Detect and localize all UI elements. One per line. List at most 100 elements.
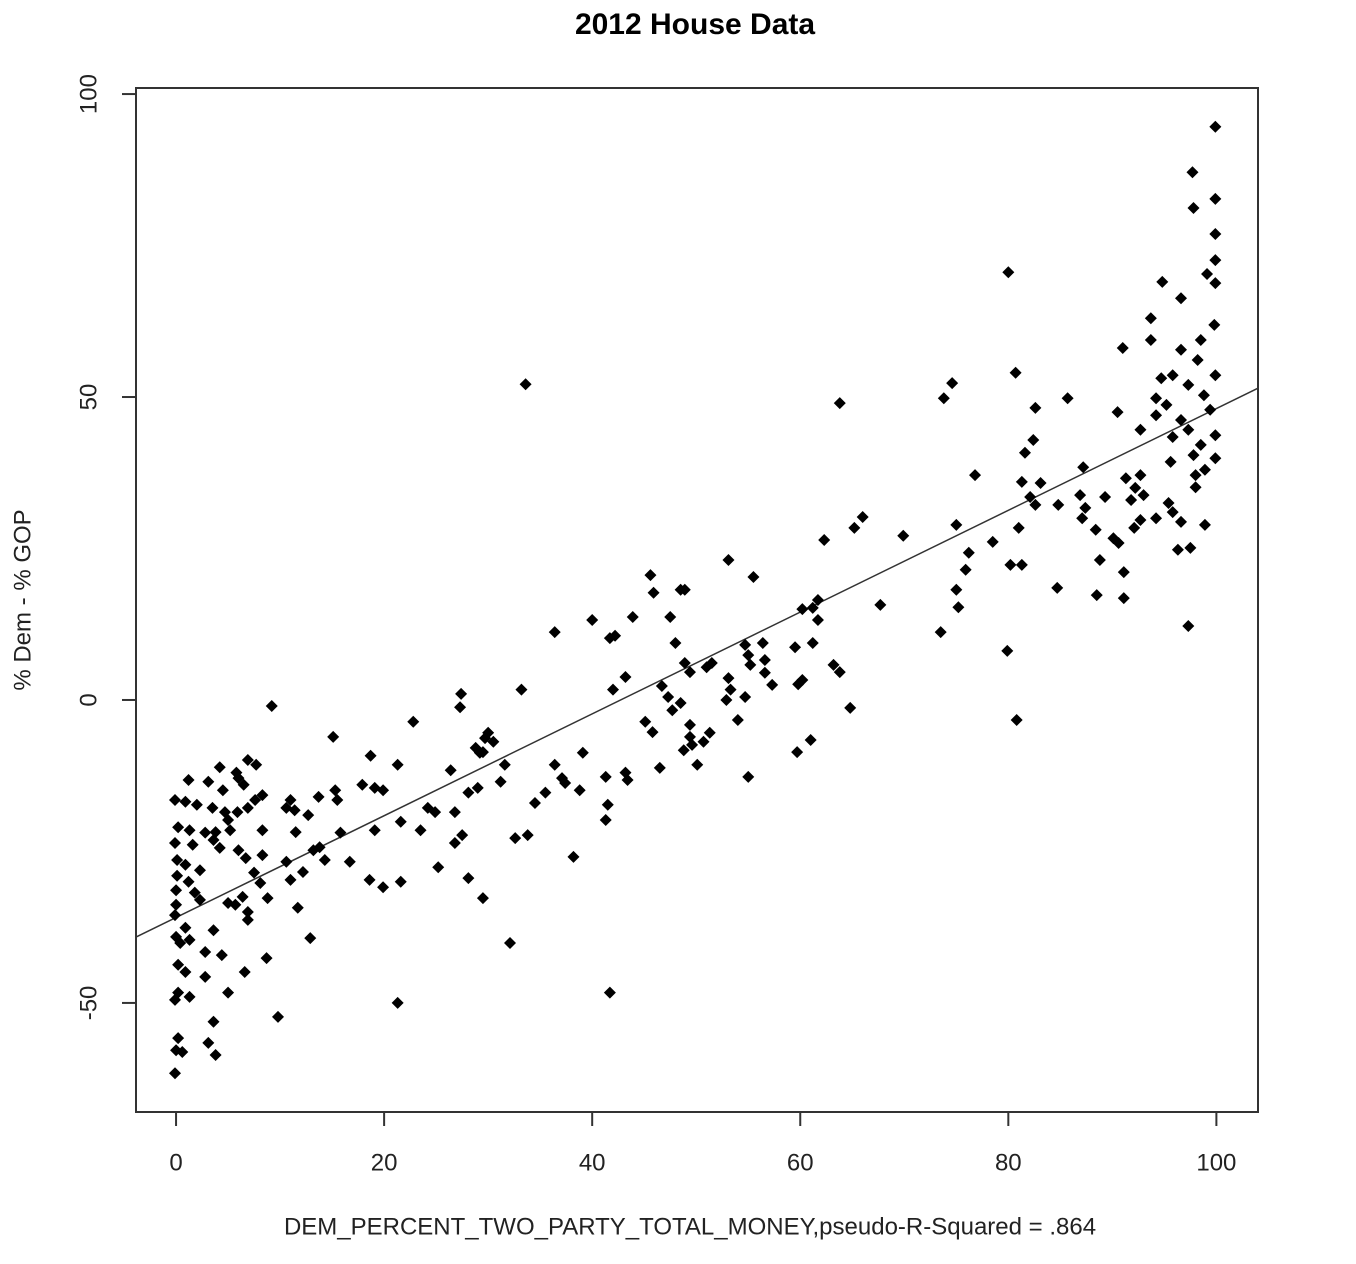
point [241,913,254,926]
point [1129,481,1142,494]
point [429,806,442,819]
point [231,806,244,819]
point [758,653,771,666]
point [1204,403,1217,416]
point [1182,423,1195,436]
point [1182,378,1195,391]
point [678,583,691,596]
point [639,715,652,728]
point [329,784,342,797]
point [576,746,589,759]
point [1182,620,1195,633]
point [606,683,619,696]
point [1137,489,1150,502]
point [515,683,528,696]
point [312,790,325,803]
point [1052,498,1065,511]
point [766,678,779,691]
point [621,773,634,786]
point [1125,494,1138,507]
point [700,661,713,674]
point [199,826,212,839]
point [1155,372,1168,385]
point [1209,277,1222,290]
point [391,996,404,1009]
point [169,793,182,806]
point [586,613,599,626]
point [1117,592,1130,605]
point [1089,523,1102,536]
point [1116,341,1129,354]
point [1074,489,1087,502]
point [238,966,251,979]
point [454,701,467,714]
point [548,758,561,771]
point [655,680,668,693]
point [833,666,846,679]
point [1134,469,1147,482]
point [796,603,809,616]
point [1029,401,1042,414]
point [1029,498,1042,511]
point [683,718,696,731]
point [179,858,192,871]
chart-title: 2012 House Data [575,8,815,41]
point [394,875,407,888]
point [209,1049,222,1062]
point [1189,481,1202,494]
point [343,855,356,868]
point [183,824,196,837]
point [291,901,304,914]
point [265,700,278,713]
point [239,852,252,865]
point [206,801,219,814]
y-tick-label: 50 [75,384,102,411]
point [448,806,461,819]
point [677,744,690,757]
point [473,746,486,759]
point [377,784,390,797]
point [199,946,212,959]
point [1061,392,1074,405]
point [626,610,639,623]
point [1076,512,1089,525]
point [599,770,612,783]
point [1099,490,1112,503]
point [739,690,752,703]
point [207,924,220,937]
point [1187,449,1200,462]
point [504,936,516,949]
point [1209,228,1222,241]
point [182,773,195,786]
point [302,809,315,822]
point [1002,266,1015,279]
point [1198,518,1211,531]
point [462,786,475,799]
point [1209,429,1222,442]
point [202,775,215,788]
point [414,824,427,837]
point [186,838,199,851]
point [548,626,561,639]
point [697,735,710,748]
point [288,804,301,817]
point [742,649,755,662]
point [318,853,331,866]
x-tick-label: 60 [787,1149,814,1176]
point [190,798,203,811]
point [601,798,614,811]
point [432,861,445,874]
point [811,613,824,626]
point [261,892,274,905]
point [1024,490,1037,503]
point [222,813,235,826]
point [1209,192,1222,205]
point [471,781,484,794]
point [1012,521,1025,534]
point [179,966,192,979]
point [756,637,769,650]
point [1134,423,1147,436]
point [791,746,804,759]
point [874,598,887,611]
point [182,875,195,888]
